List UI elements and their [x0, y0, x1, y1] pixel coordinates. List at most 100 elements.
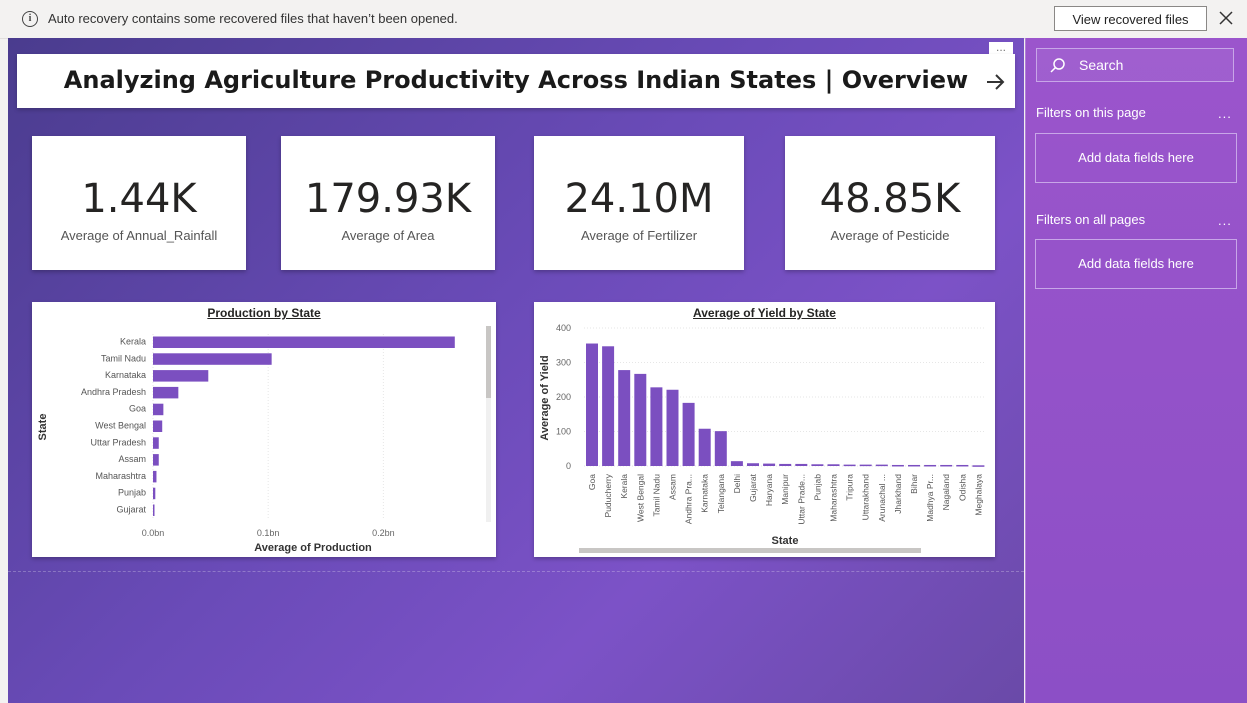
y-tick-label: 400: [556, 323, 571, 333]
category-label: Nagaland: [941, 474, 951, 511]
category-label: Gujarat: [116, 505, 146, 515]
y-tick-label: 0: [566, 461, 571, 471]
category-label: Odisha: [957, 474, 967, 501]
bar: [586, 343, 598, 466]
bar: [730, 461, 743, 466]
title-card: Analyzing Agriculture Productivity Acros…: [17, 54, 1015, 108]
category-label: Arunachal ...: [877, 474, 887, 522]
bar: [153, 437, 159, 449]
more-options-icon[interactable]: ...: [1218, 213, 1232, 228]
category-label: Goa: [129, 404, 146, 414]
bar: [153, 336, 455, 348]
search-label: Search: [1079, 57, 1124, 73]
kpi-card-rainfall[interactable]: 1.44K Average of Annual_Rainfall: [32, 136, 246, 270]
bar: [891, 464, 904, 467]
category-label: Puducherry: [603, 473, 613, 517]
category-label: Kerala: [120, 337, 146, 347]
kpi-value: 179.93K: [304, 176, 472, 222]
category-label: Telangana: [716, 474, 726, 514]
bar: [153, 504, 155, 516]
bar: [650, 387, 663, 466]
bar: [634, 373, 647, 466]
kpi-value: 1.44K: [81, 176, 197, 222]
x-tick-label: 0.2bn: [372, 528, 395, 538]
bar: [859, 464, 872, 467]
arrow-right-icon[interactable]: [981, 68, 1009, 96]
bar: [924, 464, 937, 467]
add-data-fields-all-pages[interactable]: Add data fields here: [1035, 239, 1237, 289]
filters-on-this-page-title: Filters on this page: [1036, 105, 1146, 120]
category-label: Goa: [587, 474, 597, 490]
close-icon[interactable]: [1216, 8, 1236, 28]
bar: [795, 463, 808, 466]
y-axis-title: State: [37, 414, 49, 441]
kpi-label: Average of Annual_Rainfall: [60, 228, 218, 243]
bar: [153, 470, 157, 483]
search-icon: [1050, 58, 1065, 73]
category-label: Madhya Pr...: [925, 474, 935, 522]
bar: [972, 465, 985, 467]
notification-message: Auto recovery contains some recovered fi…: [48, 11, 458, 26]
report-title: Analyzing Agriculture Productivity Acros…: [63, 66, 969, 94]
x-tick-label: 0.0bn: [142, 528, 165, 538]
category-label: Karnataka: [700, 474, 710, 513]
add-data-fields-this-page[interactable]: Add data fields here: [1035, 133, 1237, 183]
bar: [602, 346, 615, 466]
category-label: Uttar Prade...: [796, 474, 806, 525]
category-label: Jharkhand: [893, 474, 903, 514]
bar: [827, 464, 840, 466]
category-label: Assam: [118, 454, 146, 464]
category-label: Kerala: [619, 474, 629, 499]
view-recovered-files-button[interactable]: View recovered files: [1054, 6, 1207, 31]
category-label: Uttarakhand: [861, 474, 871, 521]
bar: [698, 428, 711, 466]
y-tick-label: 100: [556, 427, 571, 437]
kpi-label: Average of Area: [341, 228, 435, 243]
bar: [153, 370, 209, 382]
search-input[interactable]: Search: [1036, 48, 1234, 82]
notification-bar: i Auto recovery contains some recovered …: [0, 0, 1247, 39]
kpi-label: Average of Pesticide: [830, 228, 950, 243]
bar: [153, 353, 272, 365]
bar: [153, 487, 156, 500]
category-label: Manipur: [780, 474, 790, 505]
divider: [8, 571, 1024, 572]
y-tick-label: 300: [556, 358, 571, 368]
category-label: Andhra Pra...: [684, 474, 694, 524]
more-options-icon[interactable]: ...: [989, 41, 1013, 56]
category-label: Andhra Pradesh: [81, 387, 146, 397]
scrollbar-track: [486, 326, 491, 522]
yield-by-state-chart[interactable]: Average of Yield by State 0 100 200 300 400 G…: [534, 302, 995, 557]
more-options-icon[interactable]: ...: [1218, 106, 1232, 121]
bar: [956, 464, 969, 467]
bar: [747, 463, 759, 466]
x-axis-title: Average of Production: [254, 542, 372, 554]
category-label: Karnataka: [105, 370, 146, 380]
filters-on-all-pages-title: Filters on all pages: [1036, 212, 1146, 227]
production-by-state-chart[interactable]: Production by State 0.0bn 0.1bn 0.2bn Keral…: [32, 302, 496, 557]
bar: [666, 389, 679, 466]
category-label: Haryana: [764, 474, 774, 506]
yield-bar-chart: 0 100 200 300 400 Goa Puducherry Kerala West Ben…: [539, 323, 986, 553]
kpi-card-fertilizer[interactable]: 24.10M Average of Fertilizer: [534, 136, 744, 270]
info-icon: i: [22, 11, 38, 27]
kpi-card-area[interactable]: 179.93K Average of Area: [281, 136, 495, 270]
category-label: Meghalaya: [973, 474, 983, 516]
bar: [779, 463, 792, 466]
category-label: Punjab: [118, 488, 146, 498]
category-label: Bihar: [909, 474, 919, 494]
scrollbar-thumb: [486, 326, 491, 398]
bar: [875, 464, 888, 467]
x-tick-label: 0.1bn: [257, 528, 280, 538]
bar: [811, 464, 824, 466]
category-label: Assam: [668, 474, 678, 500]
category-label: Uttar Pradesh: [90, 437, 146, 447]
bar: [153, 403, 164, 416]
category-label: West Bengal: [635, 474, 645, 522]
y-tick-label: 200: [556, 392, 571, 402]
bar: [153, 454, 159, 466]
kpi-card-pesticide[interactable]: 48.85K Average of Pesticide: [785, 136, 995, 270]
category-label: Tripura: [845, 474, 855, 501]
chart-title: Production by State: [207, 306, 321, 320]
bar: [908, 464, 920, 467]
